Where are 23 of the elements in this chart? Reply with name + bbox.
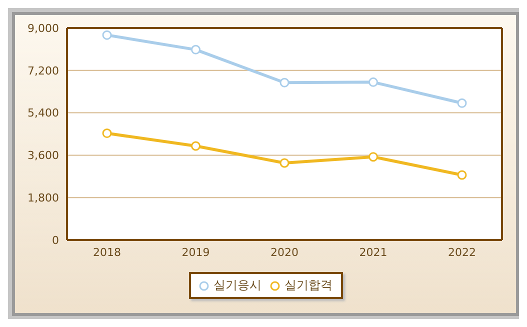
y-tick-label: 5,400 [28, 106, 59, 120]
x-tick-label: 2019 [182, 246, 210, 259]
x-tick-label: 2022 [448, 246, 476, 259]
point [102, 128, 112, 138]
y-tick-label: 7,200 [28, 64, 59, 78]
point [368, 152, 378, 162]
point [280, 158, 290, 168]
point [280, 78, 290, 88]
legend-label: 실기합격 [284, 277, 332, 294]
x-tick-label: 2021 [359, 246, 388, 259]
y-tick-label: 9,000 [28, 22, 59, 35]
point [102, 30, 112, 40]
y-tick-label: 3,600 [28, 149, 59, 162]
point [368, 77, 378, 87]
point [191, 141, 200, 151]
point [191, 44, 200, 54]
x-tick-label: 2020 [270, 246, 298, 259]
legend-label: 실기응시 [214, 277, 262, 294]
point [457, 170, 467, 180]
y-tick-label: 1,800 [28, 192, 59, 205]
y-tick-label: 0 [52, 234, 59, 247]
x-tick-label: 2018 [93, 246, 121, 259]
point [457, 98, 467, 108]
